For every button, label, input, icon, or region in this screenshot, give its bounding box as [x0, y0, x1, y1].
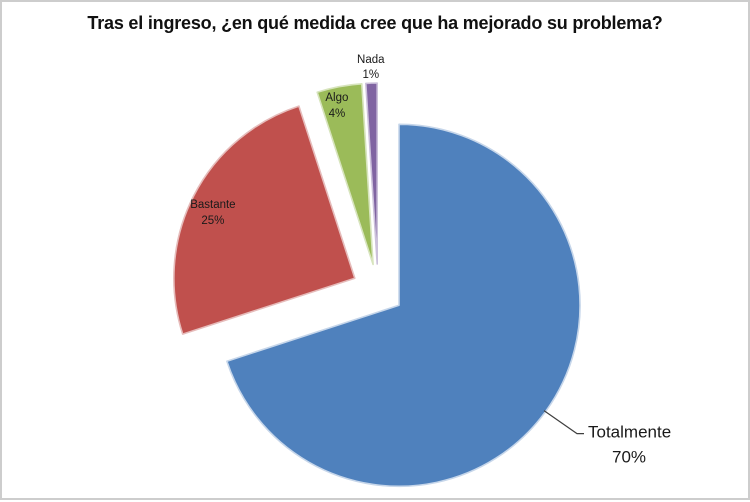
- slice-label-totalmente-percent: 70%: [612, 448, 646, 467]
- slice-label-nada: Nada: [357, 54, 385, 66]
- slice-label-nada-percent: 1%: [362, 69, 379, 81]
- pie-slice-nada: [365, 82, 378, 265]
- slice-label-algo: Algo: [325, 92, 348, 104]
- pie-slice-algo: [316, 83, 374, 266]
- slice-label-algo-percent: 4%: [329, 108, 346, 120]
- slice-label-bastante-percent: 25%: [201, 215, 224, 227]
- slice-label-totalmente: Totalmente: [588, 423, 671, 442]
- chart-title: Tras el ingreso, ¿en qué medida cree que…: [87, 13, 663, 33]
- leader-line: [543, 410, 584, 435]
- slice-label-bastante: Bastante: [190, 199, 235, 211]
- pie-slice-bastante: [173, 105, 356, 335]
